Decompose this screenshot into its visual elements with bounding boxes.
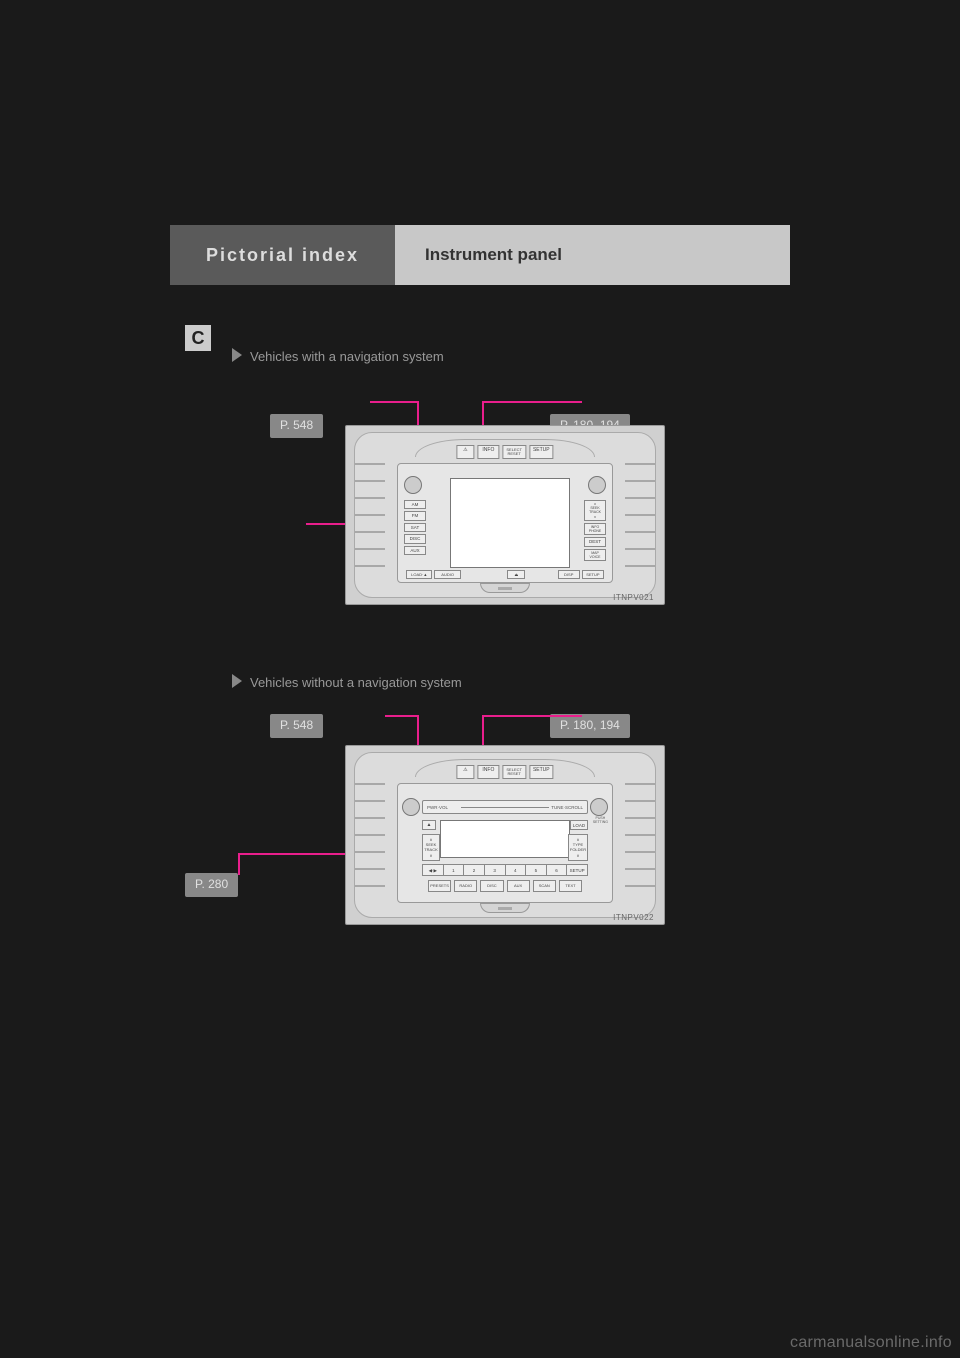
hazard-button[interactable]: ⚠ [456,765,474,779]
pwr-vol-label: PWR·VOL [427,805,448,810]
load-button[interactable]: LOAD [570,820,588,830]
am-button[interactable]: AM [404,500,426,509]
text-button[interactable]: TEXT [559,880,582,892]
leader-line [370,401,418,403]
audio-button[interactable]: AUDIO [434,570,460,579]
page-ref-pill-280: P. 280 [185,873,238,897]
leader-line [238,853,356,855]
chin-button[interactable] [480,903,530,913]
figure-id: ITNPV021 [613,593,654,602]
audio-display [440,820,570,858]
leader-line [238,853,240,875]
tune-scroll-label: TUNE·SCROLL [551,805,583,810]
triangle-marker-icon [232,674,242,688]
fm-button[interactable]: FM [404,511,426,520]
vent-slats-left [355,775,385,895]
info-phone-button[interactable]: INFO PHONE [584,523,606,535]
load-eject-button[interactable]: LOAD·▲ [406,570,432,579]
leader-line [482,401,582,403]
aux-button[interactable]: AUX [404,546,426,555]
seek-track-button[interactable]: ∧ SEEK TRACK ∨ [584,500,606,521]
header-instrument-panel: Instrument panel [395,225,790,285]
hazard-button[interactable]: ⚠ [456,445,474,459]
dest-button[interactable]: DEST [584,537,606,546]
dash-bezel: ⚠ INFO SELECT RESET SETUP AM FM SAT DISC [354,432,656,598]
page-ref-pill-548-fig1: P. 548 [270,414,323,438]
subsection-1-label: Vehicles with a navigation system [250,349,444,364]
preset-3[interactable]: 3 [485,865,506,875]
map-voice-button[interactable]: MAP VOICE [584,549,606,561]
volume-knob[interactable] [404,476,422,494]
left-button-column: AM FM SAT DISC AUX [404,500,426,555]
pwr-vol-knob[interactable] [402,798,420,816]
section-letter-c: C [185,325,211,351]
page: Pictorial index Instrument panel C Vehic… [170,225,790,1055]
dash-bezel: ⚠ INFO SELECT RESET SETUP PWR·VOL TUNE·S… [354,752,656,918]
disc-button[interactable]: DISC [404,534,426,543]
leader-line [482,715,582,717]
preset-6[interactable]: 6 [547,865,568,875]
figure-audio-system: ⚠ INFO SELECT RESET SETUP PWR·VOL TUNE·S… [345,745,665,925]
figure-nav-system: ⚠ INFO SELECT RESET SETUP AM FM SAT DISC [345,425,665,605]
preset-4[interactable]: 4 [506,865,527,875]
vent-slats-left [355,455,385,575]
scan-button[interactable]: SCAN [533,880,556,892]
tune-scroll-knob[interactable] [590,798,608,816]
tune-knob[interactable] [588,476,606,494]
push-setting-label: PUSH SETTING [593,816,608,824]
watermark: carmanualsonline.info [790,1334,952,1352]
eject-icon[interactable]: ⏏ [507,570,525,579]
sat-button[interactable]: SAT [404,523,426,532]
subsection-2-label: Vehicles without a navigation system [250,675,462,690]
cd-slot[interactable]: PWR·VOL TUNE·SCROLL [422,800,588,814]
presets-button[interactable]: PRESETS [428,880,451,892]
select-reset-button[interactable]: SELECT RESET [502,765,526,779]
setup-button-row[interactable]: SETUP [567,865,587,875]
info-button[interactable]: INFO [477,765,499,779]
seek-track-rocker[interactable]: ∧ SEEK TRACK ∨ [422,834,440,861]
setup-button-bottom[interactable]: SETUP [582,570,604,579]
triangle-marker-icon [232,348,242,362]
info-button[interactable]: INFO [477,445,499,459]
preset-5[interactable]: 5 [526,865,547,875]
figure-id: ITNPV022 [613,913,654,922]
setup-button[interactable]: SETUP [529,765,554,779]
disc-slit [461,807,549,808]
nav-faceplate: AM FM SAT DISC AUX ∧ SEEK TRACK ∨ INFO P… [397,463,613,583]
setup-button[interactable]: SETUP [529,445,554,459]
type-folder-rocker[interactable]: ∧ TYPE FOLDER ∨ [568,834,588,861]
bottom-button-row: LOAD·▲ AUDIO ⏏ DISP SETUP [406,570,604,579]
prev-next-button[interactable]: ◀·▶ [423,865,444,875]
select-reset-button[interactable]: SELECT RESET [502,445,526,459]
vent-slats-right [625,775,655,895]
preset-1[interactable]: 1 [444,865,465,875]
page-header: Pictorial index Instrument panel [170,225,790,285]
mode-button-row: PRESETS RADIO DISC AUX SCAN TEXT [428,880,582,892]
leader-line [385,715,418,717]
top-button-row: ⚠ INFO SELECT RESET SETUP [456,765,553,779]
preset-number-row: ◀·▶ 1 2 3 4 5 6 SETUP [422,864,588,876]
page-ref-pill-180-194-fig2: P. 180, 194 [550,714,630,738]
page-ref-pill-548-fig2: P. 548 [270,714,323,738]
eject-button[interactable]: ▲ [422,820,436,830]
disc-button[interactable]: DISC [480,880,503,892]
nav-screen[interactable] [450,478,570,568]
disp-button[interactable]: DISP [558,570,580,579]
preset-2[interactable]: 2 [464,865,485,875]
aux-button[interactable]: AUX [507,880,530,892]
right-button-column: ∧ SEEK TRACK ∨ INFO PHONE DEST MAP VOICE [584,500,606,561]
vent-slats-right [625,455,655,575]
chin-button[interactable] [480,583,530,593]
audio-faceplate: PWR·VOL TUNE·SCROLL PUSH SETTING ▲ LOAD … [397,783,613,903]
radio-button[interactable]: RADIO [454,880,477,892]
header-pictorial-index: Pictorial index [170,225,395,285]
top-button-row: ⚠ INFO SELECT RESET SETUP [456,445,553,459]
